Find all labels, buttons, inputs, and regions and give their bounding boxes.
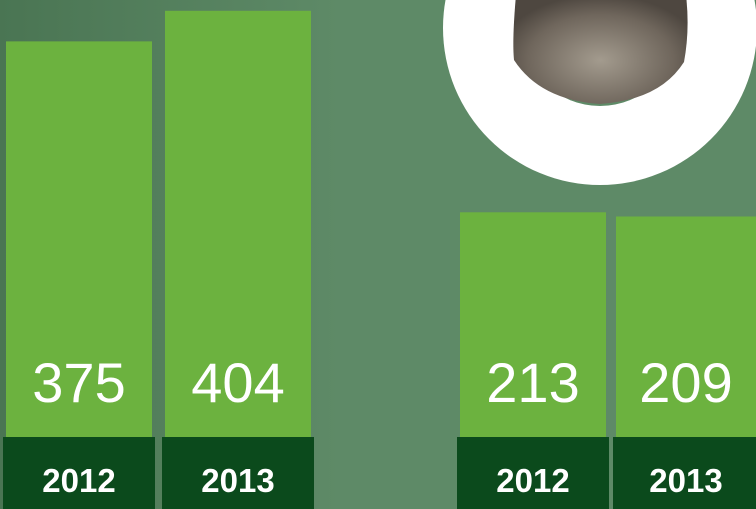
- year-box: [3, 437, 155, 509]
- rabbit-photo: [513, 0, 688, 104]
- bar-groups: 375 2012 404 2013 213 2012 209 2013: [3, 10, 756, 509]
- year-box: [162, 437, 314, 509]
- value-label: 209: [639, 351, 732, 414]
- year-box: [613, 437, 756, 509]
- value-label: 404: [191, 351, 284, 414]
- year-label: 2012: [42, 462, 115, 499]
- bar: [6, 41, 152, 437]
- value-label: 213: [486, 351, 579, 414]
- bar: [616, 216, 756, 437]
- bar: [165, 10, 311, 438]
- year-box: [457, 437, 609, 509]
- year-label: 2013: [201, 462, 274, 499]
- bar: [460, 212, 606, 437]
- year-label: 2012: [496, 462, 569, 499]
- year-label: 2013: [649, 462, 722, 499]
- value-label: 375: [32, 351, 125, 414]
